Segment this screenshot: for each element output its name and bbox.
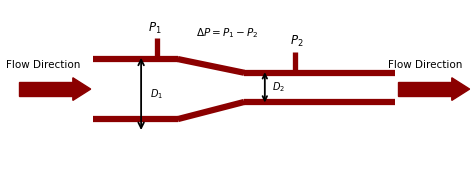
Polygon shape: [452, 78, 470, 100]
Text: Flow Direction: Flow Direction: [6, 60, 81, 70]
Polygon shape: [19, 82, 73, 96]
Polygon shape: [398, 82, 452, 96]
Text: $D_1$: $D_1$: [150, 87, 164, 101]
Text: Flow Direction: Flow Direction: [388, 60, 462, 70]
Text: $P_2$: $P_2$: [290, 34, 304, 49]
Text: $D_2$: $D_2$: [272, 80, 285, 94]
Text: $\Delta P = P_1 - P_2$: $\Delta P = P_1 - P_2$: [196, 26, 258, 40]
Polygon shape: [73, 78, 91, 100]
Text: $P_1$: $P_1$: [148, 21, 162, 36]
